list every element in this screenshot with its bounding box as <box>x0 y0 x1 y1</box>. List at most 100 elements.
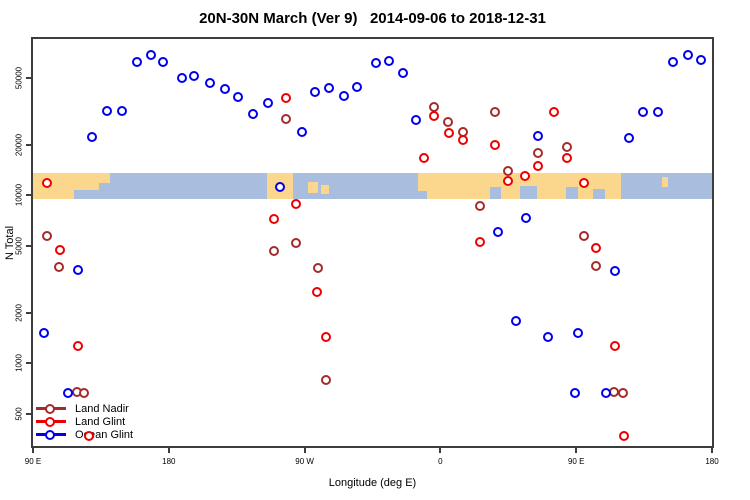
data-point-land-glint <box>55 245 66 256</box>
y-tick-label: 5000 <box>14 237 24 255</box>
data-point-ocean-glint <box>248 109 259 120</box>
x-tick-mark <box>303 448 306 453</box>
x-tick-mark <box>439 448 442 453</box>
legend-marker-icon <box>36 403 66 414</box>
y-tick-label: 10000 <box>14 184 24 207</box>
y-tick-mark <box>26 77 31 79</box>
y-tick-label: 2000 <box>14 303 24 322</box>
data-point-land-glint <box>269 213 280 224</box>
y-tick-mark <box>26 194 31 197</box>
data-point-land-nadir <box>281 114 292 124</box>
data-point-ocean-glint <box>204 77 215 88</box>
data-point-land-nadir <box>578 231 589 242</box>
data-point-ocean-glint <box>569 387 580 398</box>
data-point-land-glint <box>320 331 331 342</box>
data-point-ocean-glint <box>601 387 612 398</box>
y-tick-label: 1000 <box>14 354 24 373</box>
data-point-land-nadir <box>290 237 301 248</box>
map-band-water <box>592 188 605 200</box>
x-tick-mark <box>167 448 170 453</box>
data-point-ocean-glint <box>62 387 73 398</box>
data-point-land-nadir <box>562 142 573 153</box>
x-tick-label: 0 <box>438 457 443 466</box>
legend-marker-icon <box>36 416 66 427</box>
x-tick-mark <box>711 448 713 453</box>
map-band-water <box>73 190 100 200</box>
data-point-land-nadir <box>617 387 628 398</box>
y-tick-label: 50000 <box>14 66 24 90</box>
map-band-land <box>307 182 319 193</box>
y-tick-mark <box>26 245 31 247</box>
data-point-land-nadir <box>79 387 90 398</box>
data-point-ocean-glint <box>132 57 143 68</box>
data-point-ocean-glint <box>263 97 274 108</box>
data-point-land-glint <box>590 243 601 254</box>
data-point-land-nadir <box>313 262 324 273</box>
data-point-land-glint <box>619 430 630 441</box>
data-point-ocean-glint <box>296 126 307 137</box>
data-point-land-glint <box>41 177 52 188</box>
data-point-land-glint <box>548 106 559 117</box>
data-point-land-nadir <box>489 106 500 117</box>
data-point-land-glint <box>458 134 469 145</box>
data-point-ocean-glint <box>157 57 168 68</box>
data-point-ocean-glint <box>492 226 503 237</box>
data-point-ocean-glint <box>533 130 544 141</box>
data-point-land-glint <box>562 153 573 163</box>
data-point-ocean-glint <box>667 57 678 68</box>
data-point-ocean-glint <box>510 315 521 326</box>
map-band-land <box>321 184 329 194</box>
data-point-land-nadir <box>41 231 52 242</box>
data-point-ocean-glint <box>310 86 321 97</box>
data-point-land-nadir <box>533 147 544 158</box>
data-point-ocean-glint <box>637 106 648 117</box>
data-point-land-glint <box>429 111 440 121</box>
x-tick-label: 180 <box>705 457 719 466</box>
data-point-ocean-glint <box>86 131 97 142</box>
legend-label: Land Glint <box>75 415 126 428</box>
data-point-ocean-glint <box>542 331 553 342</box>
data-point-land-nadir <box>503 165 514 176</box>
x-tick-label: 180 <box>162 457 176 466</box>
data-point-land-glint <box>281 93 292 104</box>
x-tick-label: 90 E <box>24 457 42 466</box>
map-band-land <box>662 176 669 188</box>
data-point-land-nadir <box>442 116 453 127</box>
data-point-ocean-glint <box>275 182 286 193</box>
y-tick-mark <box>26 311 31 314</box>
data-point-land-glint <box>489 139 500 150</box>
data-point-land-glint <box>444 128 455 139</box>
data-point-land-glint <box>73 340 84 351</box>
map-band-land <box>99 172 110 184</box>
data-point-ocean-glint <box>117 106 128 117</box>
y-tick-label: 500 <box>14 407 24 421</box>
x-tick-label: 90 E <box>567 457 585 466</box>
data-point-land-glint <box>610 340 621 351</box>
data-point-ocean-glint <box>233 92 244 103</box>
x-tick-mark <box>32 448 34 453</box>
data-point-ocean-glint <box>73 264 84 275</box>
legend-marker-icon <box>36 429 66 440</box>
data-point-land-nadir <box>590 261 601 272</box>
legend-circle-icon <box>45 429 55 440</box>
data-point-land-glint <box>519 170 530 181</box>
data-point-ocean-glint <box>352 81 363 92</box>
legend-label: Land Nadir <box>75 402 129 415</box>
data-point-ocean-glint <box>177 73 188 83</box>
map-band-water <box>417 191 427 200</box>
data-point-ocean-glint <box>219 84 230 94</box>
data-point-ocean-glint <box>397 67 408 78</box>
data-point-ocean-glint <box>338 90 349 101</box>
data-point-land-glint <box>503 175 514 186</box>
legend-circle-icon <box>45 416 55 427</box>
data-point-land-nadir <box>474 201 485 211</box>
data-point-land-glint <box>290 199 301 209</box>
chart-title: 20N-30N March (Ver 9) 2014-09-06 to 2018… <box>199 10 546 27</box>
data-point-ocean-glint <box>101 106 112 117</box>
data-point-land-nadir <box>320 375 331 386</box>
data-point-land-glint <box>311 287 322 298</box>
data-point-land-glint <box>533 160 544 171</box>
data-point-land-nadir <box>269 245 280 256</box>
map-band-water <box>490 187 501 200</box>
